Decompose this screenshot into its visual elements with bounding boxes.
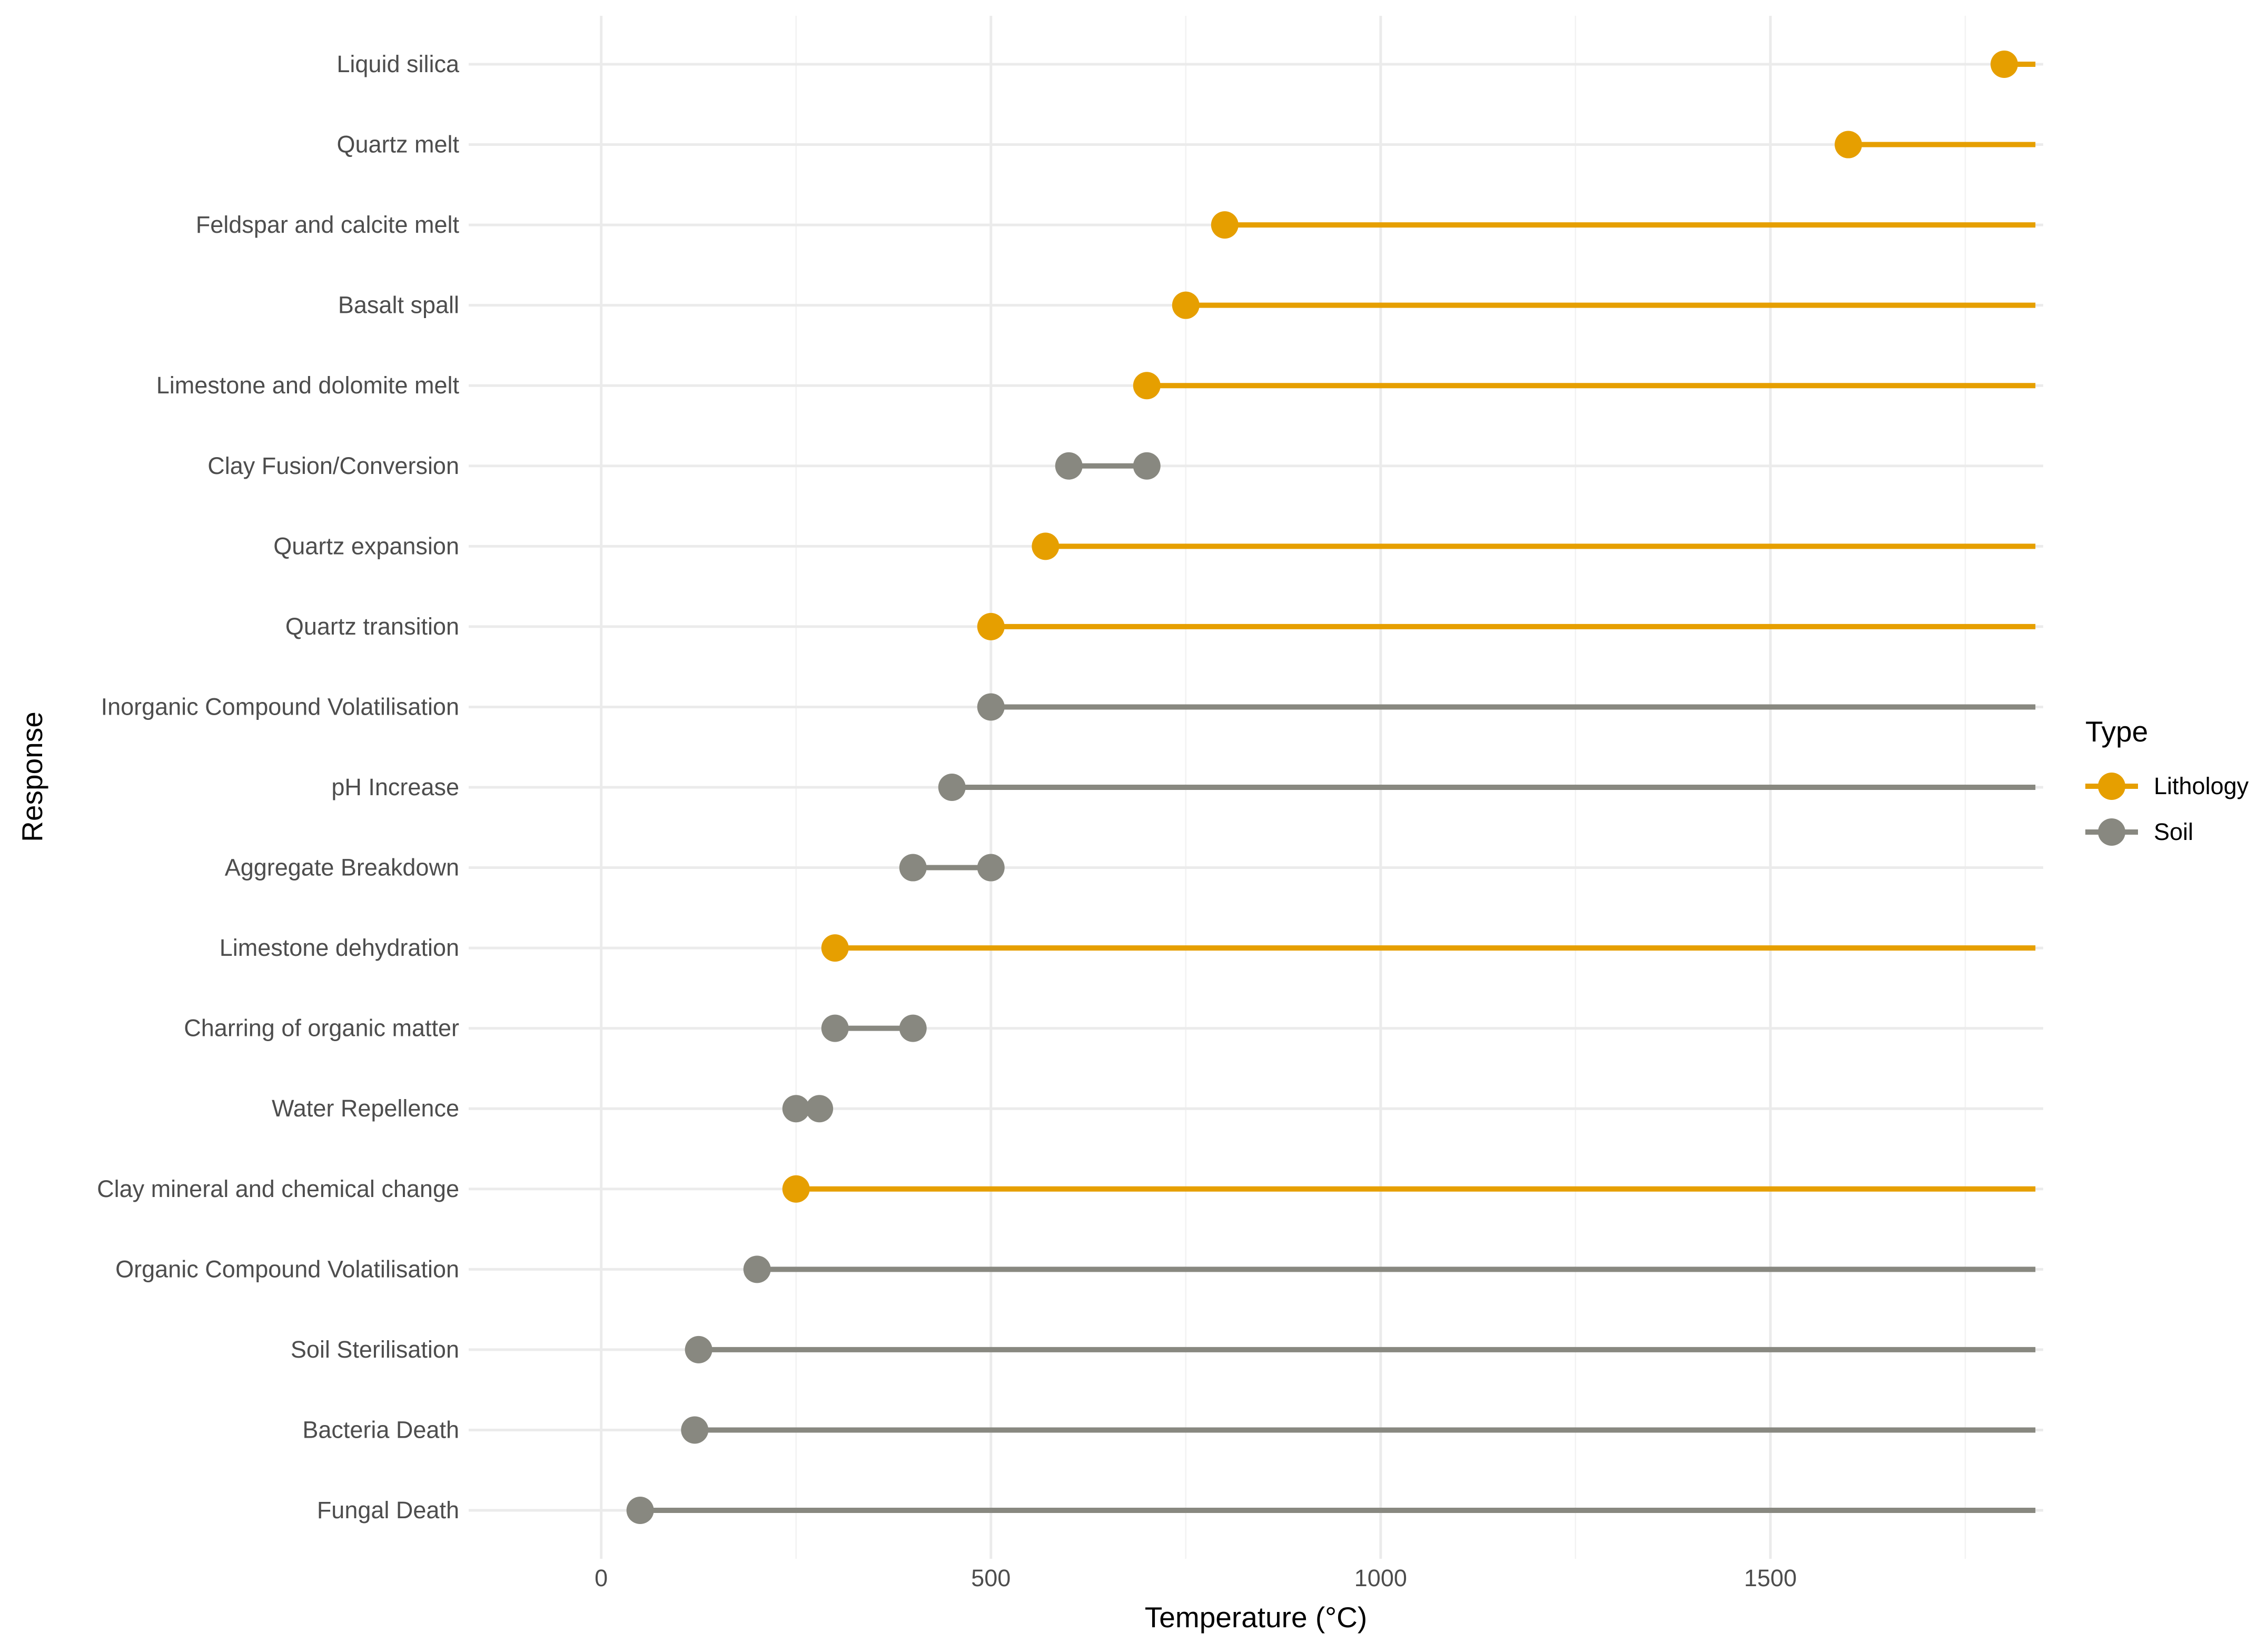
point-soil <box>681 1416 709 1444</box>
y-tick-label: Inorganic Compound Volatilisation <box>101 693 459 720</box>
x-tick-label: 500 <box>971 1565 1011 1591</box>
point-soil <box>806 1095 834 1123</box>
point-soil <box>938 774 966 801</box>
series-points <box>626 51 2018 1524</box>
y-tick-label: Limestone and dolomite melt <box>156 372 460 399</box>
point-lithology <box>1211 211 1239 239</box>
x-axis-title: Temperature (°C) <box>1145 1601 1367 1634</box>
point-lithology <box>1990 51 2018 78</box>
point-soil <box>626 1497 654 1524</box>
point-soil <box>743 1255 771 1283</box>
y-tick-label: Clay Fusion/Conversion <box>207 452 459 479</box>
legend-label: Lithology <box>2154 773 2249 799</box>
y-tick-label: Basalt spall <box>338 292 459 319</box>
y-tick-label: Quartz transition <box>285 613 459 640</box>
point-soil <box>977 693 1005 721</box>
legend-label: Soil <box>2154 818 2193 845</box>
x-tick-label: 1000 <box>1354 1565 1407 1591</box>
y-tick-label: Charring of organic matter <box>184 1015 459 1042</box>
point-lithology <box>1834 131 1862 159</box>
legend-key-point <box>2098 773 2125 800</box>
y-tick-label: Aggregate Breakdown <box>225 854 459 881</box>
y-tick-label: Limestone dehydration <box>220 934 459 961</box>
y-tick-label: pH Increase <box>331 774 459 800</box>
y-tick-label: Clay mineral and chemical change <box>97 1175 459 1202</box>
y-tick-label: Liquid silica <box>336 51 460 77</box>
legend-key-point <box>2098 818 2125 846</box>
point-lithology <box>977 612 1005 640</box>
y-axis-tick-labels: Liquid silica Quartz melt Feldspar and cal… <box>97 51 460 1524</box>
point-soil <box>685 1336 712 1363</box>
point-soil <box>782 1095 810 1123</box>
point-soil <box>899 1014 927 1042</box>
legend-title: Type <box>2085 715 2148 748</box>
point-soil <box>821 1014 849 1042</box>
x-tick-label: 0 <box>595 1565 608 1591</box>
point-soil <box>899 854 927 882</box>
x-tick-label: 1500 <box>1744 1565 1797 1591</box>
y-tick-label: Water Repellence <box>272 1095 459 1122</box>
y-tick-label: Quartz melt <box>336 131 459 158</box>
y-tick-label: Soil Sterilisation <box>291 1336 459 1363</box>
legend-entries: Lithology Soil <box>2085 773 2249 846</box>
point-soil <box>1055 452 1083 480</box>
y-tick-label: Fungal Death <box>317 1497 459 1524</box>
point-soil <box>1133 452 1161 480</box>
point-lithology <box>1172 291 1200 319</box>
point-lithology <box>1133 372 1161 400</box>
y-tick-label: Quartz expansion <box>273 532 459 559</box>
point-lithology <box>1032 532 1060 560</box>
y-tick-label: Organic Compound Volatilisation <box>115 1255 459 1282</box>
y-tick-label: Feldspar and calcite melt <box>196 211 460 238</box>
x-axis-tick-labels: 0 500 1000 1500 <box>595 1565 1797 1591</box>
point-lithology <box>782 1175 810 1203</box>
point-soil <box>977 854 1005 882</box>
y-tick-label: Bacteria Death <box>302 1416 459 1443</box>
y-axis-title: Response <box>16 711 48 842</box>
point-lithology <box>821 934 849 962</box>
legend: Type Lithology Soil <box>2085 715 2249 846</box>
